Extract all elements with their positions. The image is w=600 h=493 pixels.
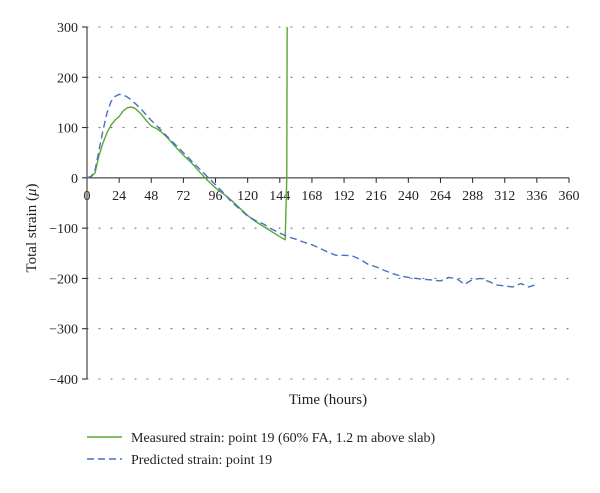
x-tick-label: 360 <box>559 189 580 204</box>
x-tick-label: 168 <box>301 189 322 204</box>
y-axis-title: Total strain (μ) <box>24 184 40 273</box>
y-tick-label: 300 <box>57 21 78 36</box>
x-tick-label: 0 <box>84 189 91 204</box>
gridlines <box>86 26 570 380</box>
y-tick-label: 100 <box>57 122 78 137</box>
axes <box>82 26 570 380</box>
x-tick-label: 96 <box>209 189 223 204</box>
y-axis-title-suffix: ) <box>24 184 40 189</box>
y-tick-label: −400 <box>49 373 78 388</box>
x-axis-title: Time (hours) <box>289 392 367 408</box>
y-tick-label: −300 <box>49 323 78 338</box>
x-tick-label: 144 <box>269 189 290 204</box>
x-tick-label: 192 <box>334 189 355 204</box>
y-tick-label: 0 <box>71 172 78 187</box>
x-tick-labels: 0 24 48 72 96 120 144 168 192 216 240 264 288 312 336 3… <box>84 189 580 204</box>
y-tick-label: −100 <box>49 222 78 237</box>
y-tick-label: −200 <box>49 272 78 287</box>
x-tick-label: 288 <box>462 189 483 204</box>
x-tick-label: 120 <box>237 189 258 204</box>
x-tick-label: 72 <box>176 189 190 204</box>
x-tick-label: 240 <box>398 189 419 204</box>
legend: Measured strain: point 19 (60% FA, 1.2 m… <box>87 431 436 468</box>
y-tick-label: 200 <box>57 71 78 86</box>
series-lines <box>86 26 538 288</box>
y-axis-title-prefix: Total strain ( <box>24 196 40 272</box>
legend-label-measured: Measured strain: point 19 (60% FA, 1.2 m… <box>131 431 436 446</box>
x-tick-label: 312 <box>494 189 515 204</box>
y-axis-title-unit: μ <box>24 188 40 197</box>
measured-strain-line <box>86 26 288 241</box>
legend-label-predicted: Predicted strain: point 19 <box>131 453 272 468</box>
y-tick-labels: 300 200 100 0 −100 −200 −300 −400 <box>49 21 78 388</box>
x-tick-label: 336 <box>526 189 547 204</box>
x-tick-label: 24 <box>112 189 126 204</box>
x-tick-label: 264 <box>430 189 451 204</box>
x-tick-label: 48 <box>144 189 158 204</box>
x-tick-label: 216 <box>366 189 387 204</box>
predicted-strain-line <box>86 93 538 288</box>
